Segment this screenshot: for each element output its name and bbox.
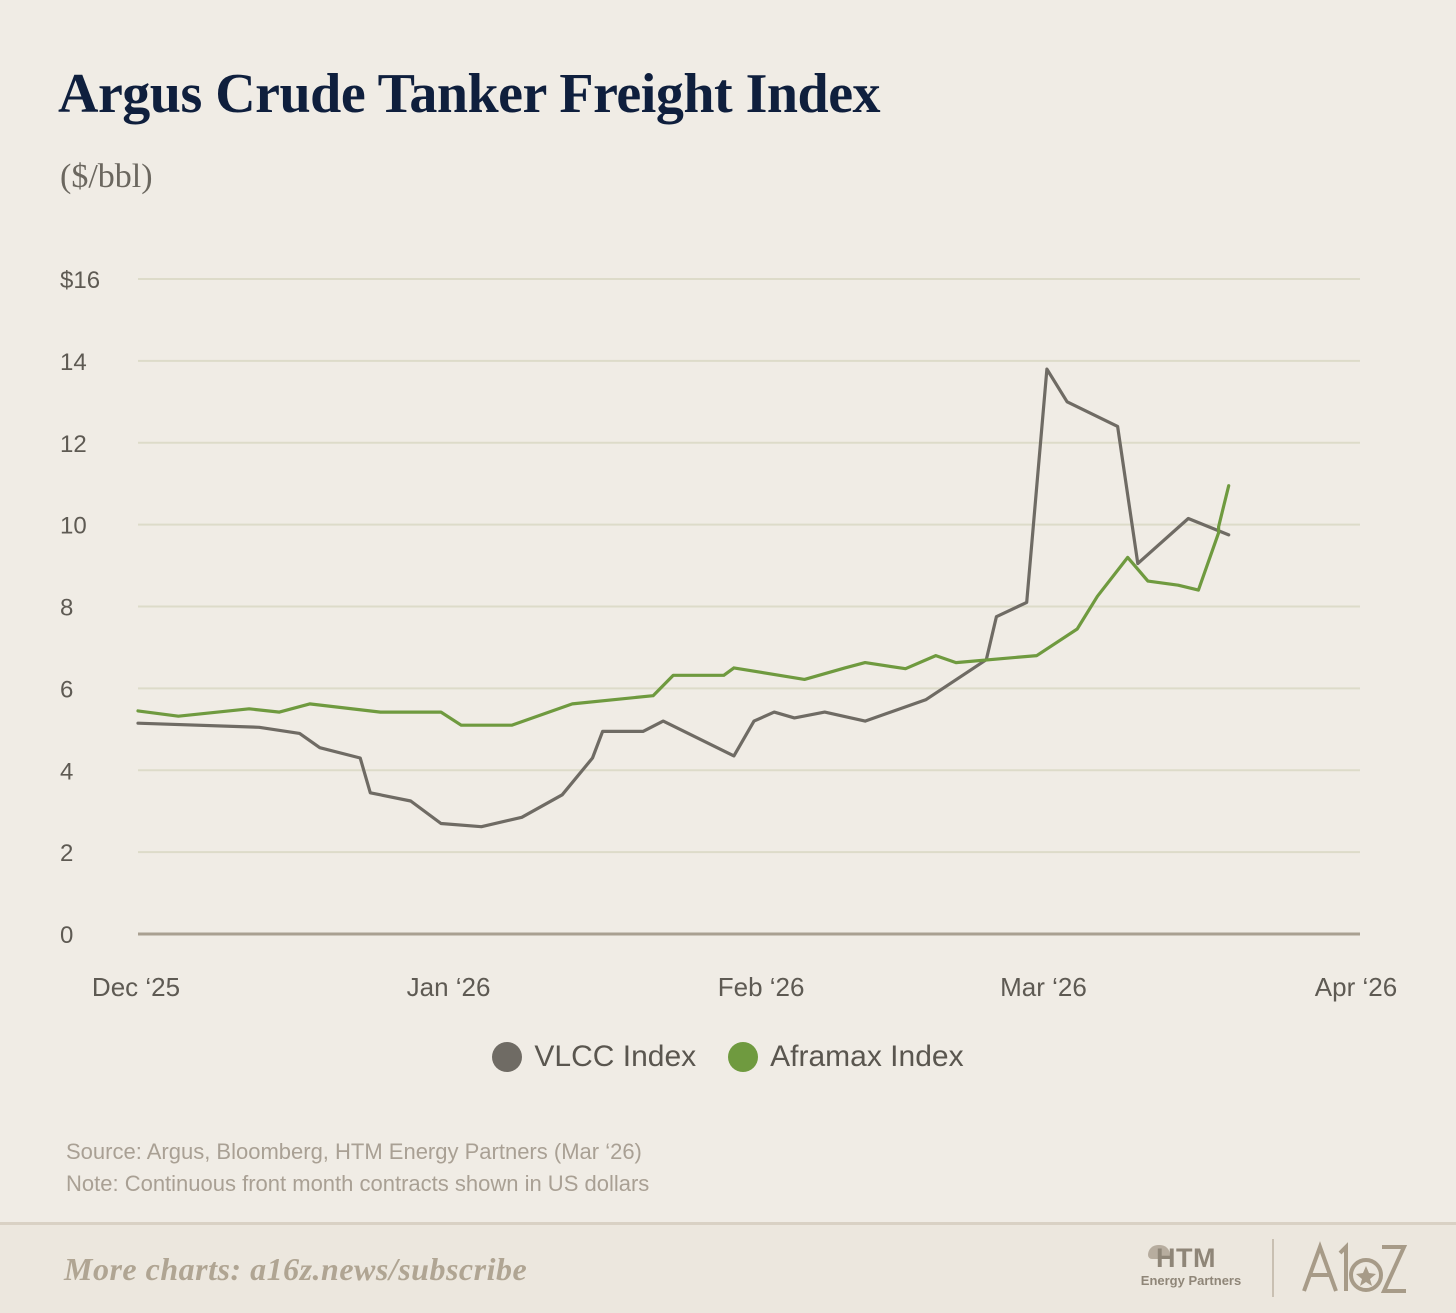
y-axis-labels: 0 2 4 6 8 10 12 14 $16	[60, 267, 100, 949]
series-lines	[136, 367, 1231, 829]
y-tick-label: 12	[60, 431, 87, 458]
method-note: Note: Continuous front month contracts s…	[66, 1171, 650, 1196]
legend-label-aframax: Aframax Index	[770, 1040, 964, 1073]
source-note: Source: Argus, Bloomberg, HTM Energy Par…	[66, 1139, 642, 1164]
x-tick-label: Jan ‘26	[407, 972, 491, 1002]
x-tick-label: Mar ‘26	[1000, 972, 1087, 1002]
legend-marker-aframax	[728, 1042, 759, 1072]
series-line-aframax	[136, 484, 1231, 727]
y-tick-label: 10	[60, 513, 87, 540]
y-tick-label: 0	[60, 922, 73, 949]
notes: Source: Argus, Bloomberg, HTM Energy Par…	[66, 1136, 649, 1200]
htm-cloud-icon	[1148, 1245, 1170, 1259]
x-axis-labels: Dec ‘25 Jan ‘26 Feb ‘26 Mar ‘26 Apr ‘26	[92, 972, 1397, 1002]
legend-item-vlcc: VLCC Index	[492, 1040, 696, 1074]
legend: VLCC Index Aframax Index	[0, 1040, 1456, 1074]
x-tick-label: Feb ‘26	[718, 972, 805, 1002]
y-tick-label: 2	[60, 840, 73, 867]
a16z-logo	[1302, 1241, 1408, 1293]
chart-subtitle: ($/bbl)	[60, 158, 153, 195]
subscribe-link[interactable]: More charts: a16z.news/subscribe	[64, 1251, 528, 1287]
x-tick-label: Apr ‘26	[1315, 972, 1397, 1002]
htm-logo: HTM Energy Partners	[1132, 1243, 1244, 1295]
legend-label-vlcc: VLCC Index	[534, 1040, 697, 1073]
legend-item-aframax: Aframax Index	[728, 1040, 964, 1074]
y-tick-label: 4	[60, 758, 73, 785]
y-tick-label: 14	[60, 349, 87, 376]
series-line-vlcc	[136, 367, 1231, 829]
chart-plot: 0 2 4 6 8 10 12 14 $16 Dec ‘25 Jan ‘26 Feb ‘26 Mar …	[60, 267, 1397, 1002]
grid-lines	[138, 278, 1360, 854]
footer: More charts: a16z.news/subscribe HTM Ene…	[0, 1222, 1456, 1313]
chart-title: Argus Crude Tanker Freight Index	[58, 63, 881, 125]
y-tick-label: $16	[60, 267, 100, 294]
y-tick-label: 6	[60, 676, 73, 703]
legend-marker-vlcc	[492, 1042, 523, 1072]
y-tick-label: 8	[60, 595, 73, 622]
htm-logo-text: HTM	[1156, 1243, 1216, 1273]
htm-logo-subtext: Energy Partners	[1140, 1273, 1242, 1288]
footer-divider	[1272, 1239, 1274, 1297]
x-tick-label: Dec ‘25	[92, 972, 180, 1002]
